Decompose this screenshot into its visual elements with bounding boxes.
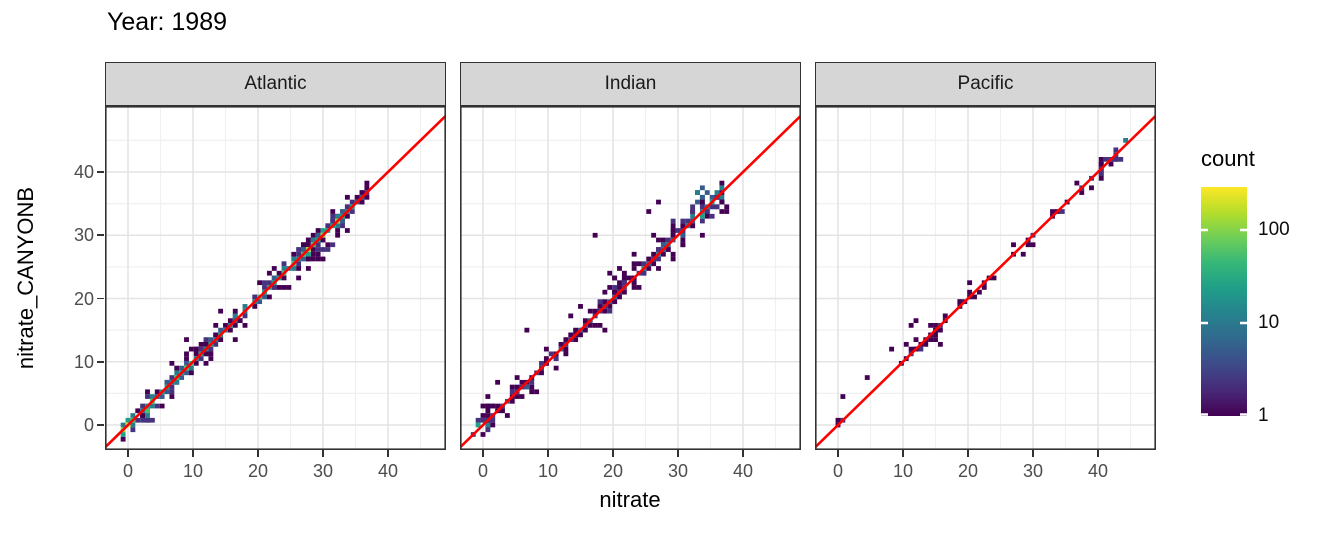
x-tick-label: 20 (602, 461, 624, 481)
facet-strip-label: Pacific (957, 73, 1014, 94)
x-tick-label: 30 (312, 461, 334, 481)
y-axis-title: nitrate_CANYONB (13, 186, 38, 370)
x-tick-mark (837, 450, 839, 457)
plot-title: Year: 1989 (107, 8, 228, 36)
y-tick-label: 0 (83, 415, 94, 435)
x-tick-label: 10 (892, 461, 914, 481)
y-tick-mark (97, 360, 104, 363)
legend-title: count (1201, 146, 1255, 171)
facet-strip-pacific: Pacific (815, 62, 1156, 106)
facet-strip-label: Indian (604, 73, 657, 94)
x-tick-mark (902, 450, 904, 457)
x-tick-mark (192, 450, 194, 457)
x-tick-mark (677, 450, 679, 457)
x-tick-mark (387, 450, 389, 457)
x-tick-mark (322, 450, 324, 457)
x-tick-label: 0 (477, 461, 488, 481)
legend-tick-label: 1 (1258, 405, 1269, 426)
x-tick-mark (1032, 450, 1034, 457)
legend-tick-label: 100 (1258, 219, 1290, 240)
x-tick-label: 20 (957, 461, 979, 481)
x-tick-mark (547, 450, 549, 457)
facet-strip-atlantic: Atlantic (105, 62, 446, 106)
x-tick-label: 30 (1022, 461, 1044, 481)
facet-strip-label: Atlantic (244, 73, 307, 94)
x-tick-mark (612, 450, 614, 457)
y-tick-label: 10 (73, 351, 94, 372)
legend-tick-label: 10 (1258, 312, 1280, 333)
x-tick-mark (127, 450, 129, 457)
x-tick-label: 40 (1087, 461, 1109, 481)
facet-panel-atlantic (105, 106, 446, 450)
facet-panel-indian (460, 106, 801, 450)
x-tick-label: 10 (182, 461, 204, 481)
x-tick-mark (742, 450, 744, 457)
y-tick-label: 20 (73, 288, 94, 309)
y-tick-label: 40 (73, 162, 94, 182)
facet-panel-pacific (815, 106, 1156, 450)
x-tick-label: 0 (832, 461, 843, 481)
x-tick-label: 40 (732, 461, 754, 481)
y-tick-mark (97, 424, 104, 426)
x-axis-title: nitrate (599, 487, 661, 512)
x-tick-mark (257, 450, 259, 457)
x-tick-label: 20 (247, 461, 269, 481)
x-tick-mark (967, 450, 969, 457)
x-tick-label: 30 (667, 461, 689, 481)
facet-strip-indian: Indian (460, 62, 801, 106)
y-tick-mark (97, 171, 104, 173)
x-tick-label: 40 (377, 461, 399, 481)
legend-colorbar (1201, 187, 1247, 416)
x-tick-label: 0 (122, 461, 133, 481)
x-tick-mark (1097, 450, 1099, 457)
y-tick-mark (97, 234, 104, 237)
y-tick-label: 30 (73, 225, 94, 246)
x-tick-label: 10 (537, 461, 559, 481)
x-tick-mark (482, 450, 484, 457)
y-tick-mark (97, 297, 104, 300)
